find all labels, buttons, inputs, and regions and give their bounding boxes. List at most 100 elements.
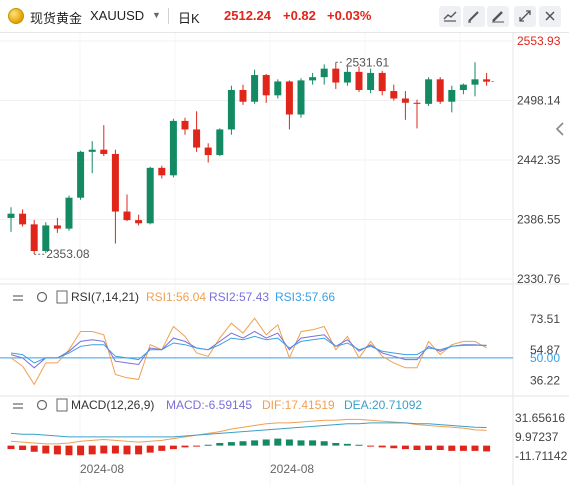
- right-panel-toggle[interactable]: [553, 118, 567, 140]
- rsi-axis-label: 73.51: [530, 312, 560, 326]
- chart-header: 现货黄金 XAUUSD ▼ 日K 2512.24 +0.82 +0.03%: [0, 0, 569, 33]
- candle[interactable]: [390, 91, 398, 99]
- candle[interactable]: [204, 147, 212, 156]
- draw-button[interactable]: [463, 6, 485, 27]
- gear-icon[interactable]: [36, 399, 48, 411]
- macd-axis-label: -11.71142: [515, 449, 568, 463]
- candle[interactable]: [181, 120, 189, 130]
- candle[interactable]: [7, 213, 15, 218]
- macd-bar: [378, 445, 386, 448]
- price-change: +0.82: [283, 8, 316, 23]
- chart-icon: [443, 11, 457, 22]
- time-axis-label: 2024-08: [270, 462, 314, 476]
- candle[interactable]: [77, 151, 85, 198]
- rsi-title: RSI(7,14,21): [71, 290, 139, 304]
- gear-icon[interactable]: [36, 291, 48, 303]
- candle[interactable]: [251, 75, 259, 102]
- candle[interactable]: [227, 89, 235, 130]
- candle[interactable]: [88, 149, 96, 152]
- period-selector[interactable]: 日K: [178, 11, 200, 26]
- candle[interactable]: [436, 79, 444, 102]
- macd-bar: [111, 445, 119, 454]
- header-divider: [168, 8, 169, 24]
- candle[interactable]: [19, 213, 27, 225]
- instrument-name[interactable]: 现货黄金: [30, 11, 83, 26]
- candle[interactable]: [483, 79, 491, 82]
- candle[interactable]: [413, 102, 421, 104]
- candle[interactable]: [169, 120, 177, 176]
- macd-bar: [390, 445, 398, 449]
- rsi-line-3: [10, 335, 487, 364]
- low-annotation: 2353.08: [46, 247, 90, 261]
- symbol-dropdown-icon[interactable]: ▼: [152, 10, 161, 20]
- candle[interactable]: [135, 220, 143, 224]
- candle[interactable]: [285, 81, 293, 115]
- macd-bar: [146, 445, 154, 453]
- candle[interactable]: [378, 72, 386, 92]
- candle[interactable]: [42, 225, 50, 252]
- rsi-line-1: [10, 317, 487, 386]
- candle[interactable]: [123, 211, 131, 221]
- macd-bar: [274, 438, 282, 446]
- macd-bar: [448, 445, 456, 451]
- candle[interactable]: [297, 80, 305, 115]
- macd-bar: [436, 445, 444, 450]
- candle[interactable]: [53, 225, 61, 229]
- chevron-left-icon: [555, 122, 564, 136]
- candle[interactable]: [216, 129, 224, 156]
- fullscreen-button[interactable]: [514, 6, 536, 27]
- macd-bar: [459, 445, 467, 451]
- rsi-line-2: [10, 330, 487, 369]
- candle[interactable]: [343, 71, 351, 83]
- macd-bar: [309, 440, 317, 446]
- candle[interactable]: [65, 197, 73, 229]
- edit-icon: [492, 11, 504, 23]
- macd-bar: [65, 445, 73, 456]
- candle[interactable]: [367, 72, 375, 90]
- macd-bar: [77, 445, 85, 456]
- macd-bar: [19, 445, 27, 450]
- edit-button[interactable]: [487, 6, 509, 27]
- macd-bar: [483, 445, 491, 452]
- candle[interactable]: [425, 79, 433, 104]
- macd-bar: [204, 444, 212, 446]
- candle[interactable]: [111, 153, 119, 212]
- candle[interactable]: [401, 98, 409, 103]
- macd-bar: [123, 445, 131, 455]
- macd-bar: [30, 445, 38, 452]
- candle[interactable]: [146, 167, 154, 224]
- candle[interactable]: [193, 129, 201, 148]
- candle[interactable]: [448, 89, 456, 102]
- macd-bar: [216, 443, 224, 446]
- candle[interactable]: [100, 149, 108, 154]
- candle[interactable]: [355, 71, 363, 90]
- candle[interactable]: [471, 79, 479, 85]
- macd-bar: [320, 441, 328, 446]
- candle[interactable]: [30, 224, 38, 252]
- price-axis-label: 2442.35: [517, 153, 561, 167]
- candle[interactable]: [459, 84, 467, 90]
- candle[interactable]: [309, 77, 317, 81]
- price-axis-label: 2330.76: [517, 272, 561, 286]
- gold-coin-icon: [8, 8, 24, 24]
- macd-bar: [262, 439, 270, 446]
- draw-icon: [468, 11, 479, 23]
- price-axis-label: 2386.55: [517, 213, 561, 227]
- chart-type-button[interactable]: [439, 6, 461, 27]
- time-axis-label: 2024-08: [80, 462, 124, 476]
- candle[interactable]: [320, 68, 328, 78]
- close-button[interactable]: [539, 6, 561, 27]
- candle[interactable]: [239, 89, 247, 102]
- candle[interactable]: [274, 81, 282, 96]
- instrument-symbol[interactable]: XAUUSD: [90, 8, 145, 23]
- price-chart[interactable]: 2553.93 2498.14 2442.35 2386.55 2330.76 2531.…: [0, 33, 569, 485]
- candle[interactable]: [158, 167, 166, 176]
- indicator-settings-icon[interactable]: [56, 398, 68, 412]
- rsi-axis-label: 54.87: [530, 343, 560, 357]
- candle[interactable]: [262, 75, 270, 96]
- macd-bar: [367, 445, 375, 447]
- macd-legend-3: DEA:20.71092: [344, 398, 422, 412]
- indicator-settings-icon[interactable]: [56, 290, 68, 304]
- macd-legend-2: DIF:17.41519: [262, 398, 335, 412]
- candle[interactable]: [332, 68, 340, 83]
